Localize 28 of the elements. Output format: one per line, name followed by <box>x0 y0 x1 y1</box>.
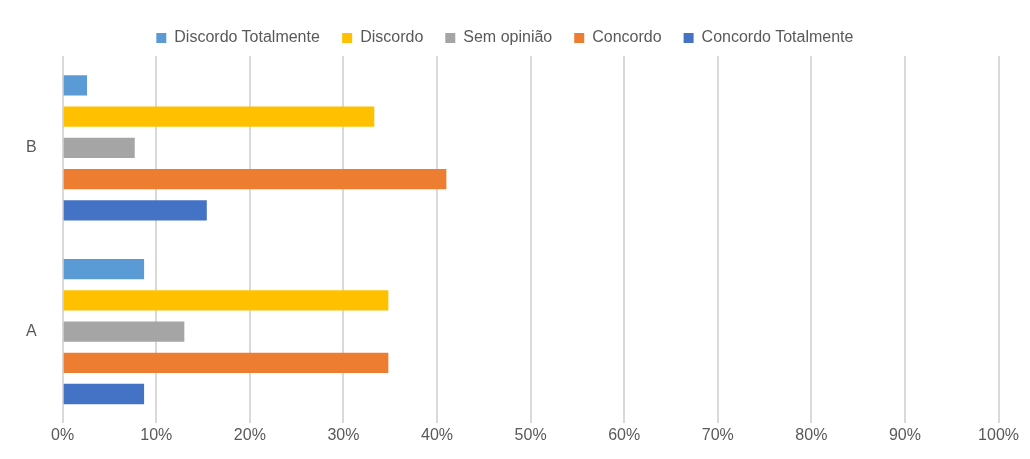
bar <box>63 137 135 158</box>
x-tick-label: 10% <box>140 426 173 444</box>
x-tick-label: 90% <box>888 426 921 444</box>
legend-label: Discordo Totalmente <box>174 28 320 46</box>
bar <box>63 352 389 373</box>
bar <box>63 258 145 280</box>
x-tick-label: 80% <box>795 426 828 444</box>
bar <box>63 106 375 127</box>
bar <box>63 168 447 190</box>
x-tick-label: 70% <box>701 426 734 444</box>
legend-label: Concordo <box>592 28 662 46</box>
bar <box>63 75 87 96</box>
bar <box>63 321 185 342</box>
x-tick-label: 30% <box>327 426 360 444</box>
x-tick-label: 20% <box>233 426 266 444</box>
bar <box>63 383 145 405</box>
x-tick-label: 100% <box>978 426 1019 444</box>
legend-label: Concordo Totalmente <box>701 28 854 46</box>
x-tick-label: 50% <box>514 426 547 444</box>
x-tick-label: 0% <box>51 426 75 444</box>
x-tick-label: 40% <box>421 426 454 444</box>
x-tick-label: 60% <box>608 426 641 444</box>
y-tick-label: A <box>26 321 37 339</box>
bar <box>63 200 207 221</box>
y-tick-label: B <box>26 138 37 156</box>
bar <box>63 290 389 311</box>
legend-label: Sem opinião <box>463 28 553 46</box>
legend-label: Discordo <box>360 28 424 46</box>
